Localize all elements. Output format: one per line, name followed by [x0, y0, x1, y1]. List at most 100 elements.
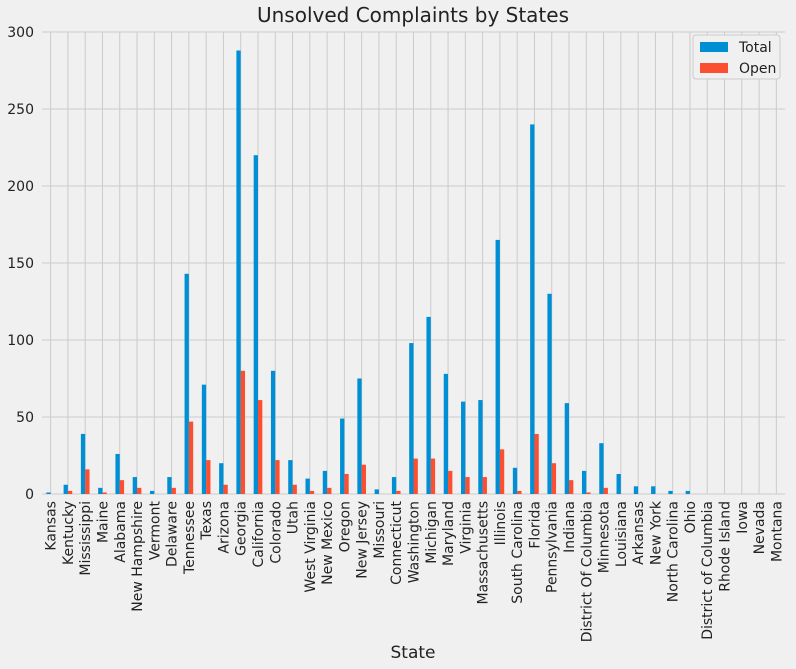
bar-open: [171, 487, 176, 494]
bar-total: [547, 293, 552, 494]
x-tick-label: Ohio: [683, 501, 699, 533]
x-tick-label: Maryland: [441, 501, 457, 566]
bar-open: [327, 487, 332, 494]
bar-total: [63, 484, 68, 494]
x-tick-label: Colorado: [268, 501, 284, 564]
bar-total: [253, 155, 258, 494]
x-tick-label: Washington: [407, 501, 423, 583]
bar-total: [495, 239, 500, 494]
x-tick-label: Utah: [286, 501, 302, 534]
legend-swatch-total: [700, 42, 728, 52]
bar-total: [357, 378, 362, 494]
bar-total: [426, 316, 431, 494]
x-tick-label: Iowa: [735, 501, 751, 534]
x-tick-label: Montana: [769, 501, 785, 562]
legend-label-total: Total: [738, 40, 772, 56]
bar-total: [115, 453, 120, 494]
x-tick-label: Pennsylvania: [545, 501, 561, 593]
x-tick-label: Florida: [527, 501, 543, 549]
x-tick-label: Kentucky: [61, 501, 77, 565]
bar-total: [149, 490, 155, 494]
bar-total: [391, 477, 397, 494]
bar-total: [80, 433, 86, 494]
bar-open: [137, 487, 142, 494]
bar-open: [586, 492, 591, 494]
x-axis-label: State: [391, 643, 436, 663]
y-tick-label: 0: [25, 487, 34, 503]
bar-total: [564, 403, 570, 494]
y-tick-label: 250: [7, 102, 34, 118]
bar-total: [167, 477, 172, 494]
bar-open: [551, 463, 557, 494]
bar-open: [240, 370, 246, 494]
bar-open: [223, 484, 228, 494]
x-tick-label: Alabama: [113, 501, 129, 563]
bar-total: [512, 467, 518, 494]
bar-open: [206, 460, 211, 494]
bar-open: [188, 421, 194, 494]
x-tick-label: District Of Columbia: [579, 501, 595, 642]
bar-total: [322, 470, 328, 494]
bar-total: [616, 473, 621, 494]
bar-total: [581, 470, 587, 494]
y-tick-label: 150: [7, 256, 34, 272]
bar-open: [361, 464, 366, 494]
x-tick-label: California: [251, 501, 267, 567]
x-tick-label: New Hampshire: [130, 501, 146, 612]
tick-labels: 0 50 100 150 200 250 300 Kansas Kentucky Mississi…: [7, 25, 785, 642]
bar-open: [430, 458, 436, 494]
x-tick-label: Texas: [199, 501, 215, 541]
bar-open: [603, 487, 608, 494]
x-tick-label: Minnesota: [597, 501, 613, 573]
bar-open: [102, 492, 107, 494]
x-tick-label: Delaware: [165, 501, 181, 567]
bar-total: [236, 50, 241, 494]
x-tick-label: North Carolina: [666, 501, 682, 602]
x-tick-label: Rhode Island: [718, 501, 734, 592]
legend-swatch-open: [700, 63, 728, 73]
x-tick-label: Arizona: [216, 501, 232, 554]
bar-open: [119, 480, 125, 494]
bar-open: [309, 490, 315, 494]
legend: Total Open: [692, 34, 781, 80]
x-tick-label: New York: [648, 500, 664, 565]
x-tick-label: Michigan: [424, 501, 440, 564]
x-tick-label: Illinois: [493, 501, 509, 545]
bar-open: [275, 460, 280, 494]
y-tick-label: 300: [7, 25, 34, 41]
bar-total: [461, 401, 466, 494]
bar-total: [340, 418, 345, 494]
x-tick-label: Louisiana: [614, 501, 630, 567]
bars: [46, 50, 690, 495]
x-tick-label: Mississippi: [78, 501, 94, 576]
bar-open: [517, 490, 522, 494]
legend-label-open: Open: [739, 61, 776, 77]
x-tick-label: Virginia: [458, 501, 474, 554]
bar-total: [651, 486, 656, 494]
x-tick-label: Connecticut: [389, 500, 405, 584]
x-tick-label: Indiana: [562, 501, 578, 553]
bar-total: [184, 273, 189, 494]
x-tick-label: District of Columbia: [700, 501, 716, 640]
x-tick-label: Vermont: [147, 500, 163, 560]
bar-open: [344, 473, 349, 494]
bar-total: [132, 477, 138, 494]
bar-total: [201, 384, 207, 494]
x-tick-label: South Carolina: [510, 501, 526, 604]
bar-open: [448, 470, 453, 494]
bar-total: [46, 492, 51, 494]
bar-total: [530, 124, 535, 495]
x-tick-label: Arkansas: [631, 501, 647, 565]
bar-open: [413, 458, 418, 494]
x-tick-label: Nevada: [752, 501, 768, 554]
bar-total: [409, 343, 414, 494]
x-tick-label: New Jersey: [355, 501, 371, 579]
bar-open: [465, 477, 470, 494]
bar-total: [219, 463, 224, 494]
y-tick-label: 50: [16, 410, 34, 426]
bar-total: [685, 490, 690, 494]
bar-open: [85, 469, 90, 494]
bar-open: [534, 433, 539, 494]
